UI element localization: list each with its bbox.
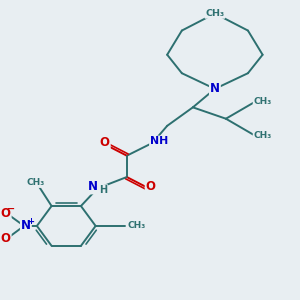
Text: +: + xyxy=(27,217,34,226)
Text: CH₃: CH₃ xyxy=(128,221,146,230)
Text: N: N xyxy=(210,82,220,95)
Text: O: O xyxy=(100,136,110,148)
Text: N: N xyxy=(21,219,31,232)
Text: CH₃: CH₃ xyxy=(27,178,45,187)
Text: NH: NH xyxy=(150,136,168,146)
Text: O: O xyxy=(146,180,156,193)
Text: O: O xyxy=(1,232,11,245)
Text: −: − xyxy=(7,204,15,214)
Text: H: H xyxy=(99,185,107,195)
Text: N: N xyxy=(88,181,98,194)
Text: CH₃: CH₃ xyxy=(254,97,272,106)
Text: CH₃: CH₃ xyxy=(254,131,272,140)
Text: CH₃: CH₃ xyxy=(205,9,224,18)
Text: O: O xyxy=(1,208,11,220)
